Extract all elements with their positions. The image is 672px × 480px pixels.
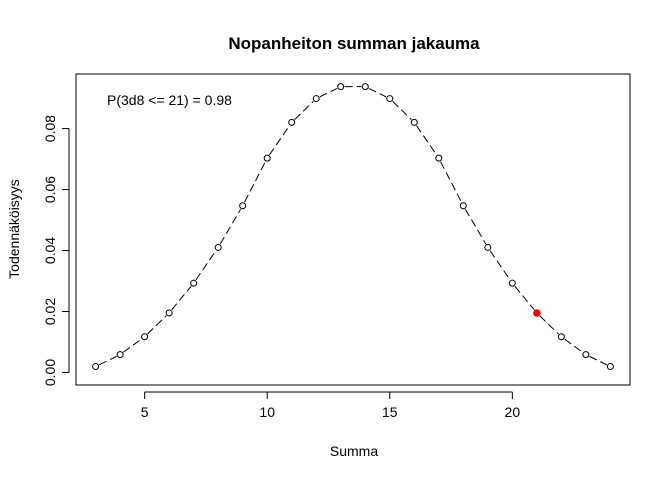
data-point — [288, 118, 296, 126]
series-line-segment — [269, 125, 290, 156]
y-tick-label: 0.06 — [42, 176, 58, 203]
y-tick-label: 0.04 — [42, 237, 58, 264]
data-point — [116, 351, 124, 359]
series-line-segment — [440, 161, 462, 203]
y-tick-label: 0.08 — [42, 115, 58, 142]
series-line-segment — [98, 355, 117, 366]
data-series — [92, 83, 614, 371]
data-point — [92, 363, 100, 371]
data-point — [263, 154, 271, 162]
series-line-segment — [539, 315, 559, 335]
data-point — [141, 333, 149, 341]
data-point — [165, 309, 173, 317]
y-tick-label: 0.02 — [42, 298, 58, 325]
series-line-segment — [171, 285, 192, 311]
data-point — [582, 351, 590, 359]
y-axis-label: Todennäköisyys — [6, 179, 22, 279]
data-point — [606, 363, 614, 371]
chart-title: Nopanheiton summan jakauma — [228, 34, 480, 53]
x-axis: 5 10 15 20 — [141, 391, 521, 420]
series-line-segment — [392, 101, 412, 120]
y-axis: 0.00 0.02 0.04 0.06 0.08 — [42, 115, 70, 386]
series-line-segment — [489, 250, 511, 281]
highlight-point — [533, 309, 541, 317]
series-line-segment — [464, 208, 487, 245]
series-line-segment — [589, 355, 608, 366]
x-tick-label: 5 — [141, 404, 149, 420]
series-line-segment — [564, 338, 583, 353]
data-point — [557, 333, 565, 341]
x-axis-label: Summa — [330, 443, 378, 459]
data-point — [239, 202, 247, 210]
data-point — [361, 83, 369, 91]
plot-frame — [75, 73, 631, 386]
probability-annotation: P(3d8 <= 21) = 0.98 — [107, 92, 232, 108]
series-line-segment — [294, 101, 314, 120]
series-line-segment — [514, 285, 535, 311]
series-line-segment — [123, 338, 142, 353]
data-point — [190, 279, 198, 287]
x-tick-label: 20 — [505, 404, 521, 420]
data-point — [508, 279, 516, 287]
series-line-segment — [195, 250, 217, 281]
data-point — [386, 95, 394, 103]
x-tick-label: 15 — [382, 404, 398, 420]
series-line-segment — [244, 161, 266, 203]
y-tick-label: 0.00 — [42, 359, 58, 386]
data-point — [459, 202, 467, 210]
data-point — [484, 243, 492, 251]
series-line-segment — [368, 87, 387, 98]
x-tick-label: 10 — [259, 404, 275, 420]
data-point — [312, 95, 320, 103]
series-line-segment — [219, 208, 242, 245]
data-point — [410, 118, 418, 126]
data-point — [435, 154, 443, 162]
data-point — [337, 83, 345, 91]
series-line-segment — [319, 87, 338, 98]
data-point — [214, 243, 222, 251]
series-line-segment — [416, 125, 437, 156]
series-line-segment — [147, 315, 167, 335]
